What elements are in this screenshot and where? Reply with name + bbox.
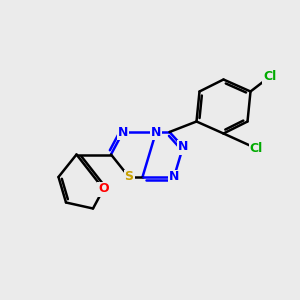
Text: N: N [169, 170, 179, 184]
Text: Cl: Cl [250, 142, 263, 155]
Text: O: O [98, 182, 109, 196]
Text: N: N [178, 140, 188, 154]
Text: S: S [124, 170, 134, 184]
Text: Cl: Cl [263, 70, 277, 83]
Text: N: N [118, 125, 128, 139]
Text: N: N [151, 125, 161, 139]
